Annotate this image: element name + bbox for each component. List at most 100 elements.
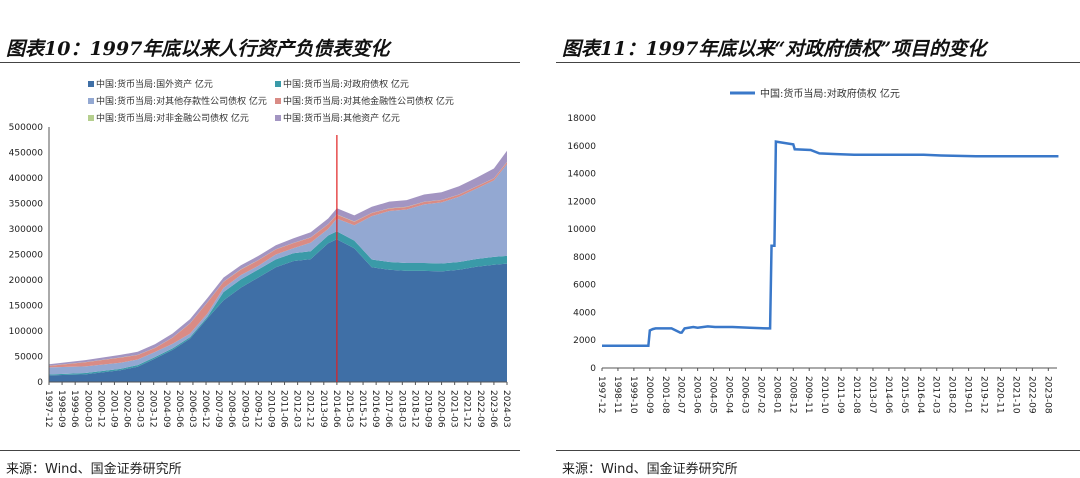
- right-x-tick-label: 2008-12: [787, 376, 797, 414]
- left-x-tick-label: 2012-12: [305, 390, 315, 428]
- left-legend-swatch-2: [275, 81, 281, 87]
- left-x-tick-label: 2018-12: [409, 390, 419, 428]
- left-x-tick-label: 2022-09: [475, 390, 485, 428]
- left-x-tick-label: 2007-09: [213, 390, 223, 428]
- left-legend-swatch-3: [88, 98, 94, 104]
- left-legend-label-3: 中国:货币当局:对其他存款性公司债权 亿元: [96, 95, 267, 107]
- right-y-tick-label: 16000: [567, 142, 596, 152]
- right-x-tick-label: 2006-03: [739, 376, 749, 414]
- left-legend-swatch-4: [275, 98, 281, 104]
- left-legend-swatch-1: [88, 81, 94, 87]
- left-x-tick-label: 2001-09: [108, 390, 118, 428]
- right-x-tick-label: 2005-04: [724, 376, 734, 414]
- right-y-tick-label: 10000: [567, 225, 596, 235]
- right-x-tick-label: 2008-01: [771, 376, 781, 414]
- right-x-tick-label: 2017-03: [931, 376, 941, 414]
- right-y-tick-label: 14000: [567, 170, 596, 180]
- left-x-tick-label: 2010-09: [265, 390, 275, 428]
- left-x-tick-label: 2002-06: [122, 390, 132, 428]
- right-x-tick-label: 1999-10: [628, 376, 638, 414]
- right-source-note: 来源：Wind、国金证券研究所: [562, 462, 738, 477]
- left-x-tick-label: 2020-06: [436, 390, 446, 428]
- right-x-tick-label: 1998-11: [612, 376, 622, 414]
- left-x-tick-label: 2005-06: [174, 390, 184, 428]
- left-title-divider: [0, 62, 520, 63]
- left-source-note: 来源：Wind、国金证券研究所: [6, 462, 182, 477]
- left-x-tick-label: 2000-03: [82, 390, 92, 428]
- right-y-tick-label: 18000: [567, 114, 596, 124]
- left-y-tick-label: 100000: [9, 327, 44, 337]
- left-x-tick-label: 2016-09: [370, 390, 380, 428]
- left-x-tick-label: 2006-12: [200, 390, 210, 428]
- left-x-tick-label: 2003-12: [148, 390, 158, 428]
- left-x-tick-label: 2021-03: [449, 390, 459, 428]
- right-x-tick-label: 2004-05: [708, 376, 718, 414]
- left-y-tick-label: 500000: [9, 123, 44, 133]
- left-legend-label-2: 中国:货币当局:对政府债权 亿元: [283, 78, 409, 90]
- left-x-tick-label: 2003-03: [135, 390, 145, 428]
- left-x-tick-label: 2015-12: [357, 390, 367, 428]
- left-x-tick-label: 2008-06: [226, 390, 236, 428]
- right-x-tick-label: 2009-11: [803, 376, 813, 414]
- left-legend-swatch-6: [275, 115, 281, 121]
- right-x-tick-label: 2018-02: [947, 376, 957, 414]
- right-x-tick-label: 2019-12: [979, 376, 989, 414]
- left-y-tick-label: 150000: [9, 302, 44, 312]
- left-area-series-1: [49, 239, 507, 382]
- left-x-tick-label: 2023-06: [488, 390, 498, 428]
- left-y-tick-label: 300000: [9, 225, 44, 235]
- left-x-tick-label: 2015-03: [344, 390, 354, 428]
- right-y-tick-label: 12000: [567, 197, 596, 207]
- right-x-tick-label: 2016-04: [915, 376, 925, 414]
- left-y-tick-label: 350000: [9, 200, 44, 210]
- left-x-tick-label: 2009-03: [239, 390, 249, 428]
- left-legend-label-1: 中国:货币当局:国外资产 亿元: [96, 78, 213, 90]
- left-y-tick-label: 50000: [14, 353, 43, 363]
- right-x-tick-label: 2014-06: [883, 376, 893, 414]
- right-y-tick-label: 2000: [573, 336, 596, 346]
- right-x-tick-label: 2012-08: [851, 376, 861, 414]
- left-legend-label-4: 中国:货币当局:对其他金融性公司债权 亿元: [283, 95, 454, 107]
- left-x-tick-label: 2000-12: [95, 390, 105, 428]
- right-legend-label-1: 中国:货币当局:对政府债权 亿元: [760, 87, 900, 100]
- left-y-tick-label: 450000: [9, 149, 44, 159]
- right-y-tick-label: 0: [590, 364, 596, 374]
- left-y-tick-label: 0: [37, 378, 43, 388]
- left-x-tick-label: 2024-03: [501, 390, 511, 428]
- right-x-tick-label: 1997-12: [596, 376, 606, 414]
- left-area-series-2: [49, 231, 507, 376]
- left-source-divider: [0, 450, 520, 451]
- left-x-tick-label: 2011-06: [279, 390, 289, 428]
- left-x-tick-label: 2017-06: [383, 390, 393, 428]
- left-area-series-6: [49, 150, 507, 366]
- left-x-tick-label: 2013-09: [318, 390, 328, 428]
- right-source-divider: [556, 450, 1080, 451]
- right-x-tick-label: 2021-10: [1010, 376, 1020, 414]
- right-x-tick-label: 2010-10: [819, 376, 829, 414]
- left-x-tick-label: 1997-12: [43, 390, 53, 428]
- right-x-tick-label: 2019-01: [963, 376, 973, 414]
- right-x-tick-label: 2015-05: [899, 376, 909, 414]
- left-x-tick-label: 2021-12: [462, 390, 472, 428]
- right-x-tick-label: 2001-08: [660, 376, 670, 414]
- left-x-tick-label: 1998-09: [56, 390, 66, 428]
- left-y-tick-label: 400000: [9, 174, 44, 184]
- left-legend-label-6: 中国:货币当局:其他资产 亿元: [283, 112, 400, 124]
- right-x-tick-label: 2023-08: [1042, 376, 1052, 414]
- left-x-tick-label: 2014-06: [331, 390, 341, 428]
- left-x-tick-label: 2004-09: [161, 390, 171, 428]
- right-line-series-1: [602, 140, 1059, 348]
- left-y-tick-label: 250000: [9, 251, 44, 261]
- right-title-divider: [556, 62, 1080, 63]
- right-y-tick-label: 8000: [573, 253, 596, 263]
- left-legend-label-5: 中国:货币当局:对非金融公司债权 亿元: [96, 112, 249, 124]
- left-x-tick-label: 2018-03: [396, 390, 406, 428]
- left-x-tick-label: 1999-06: [69, 390, 79, 428]
- left-x-tick-label: 2009-12: [252, 390, 262, 428]
- left-legend-swatch-5: [88, 115, 94, 121]
- right-x-tick-label: 2003-06: [692, 376, 702, 414]
- right-x-tick-label: 2013-07: [867, 376, 877, 414]
- right-y-tick-label: 6000: [573, 281, 596, 291]
